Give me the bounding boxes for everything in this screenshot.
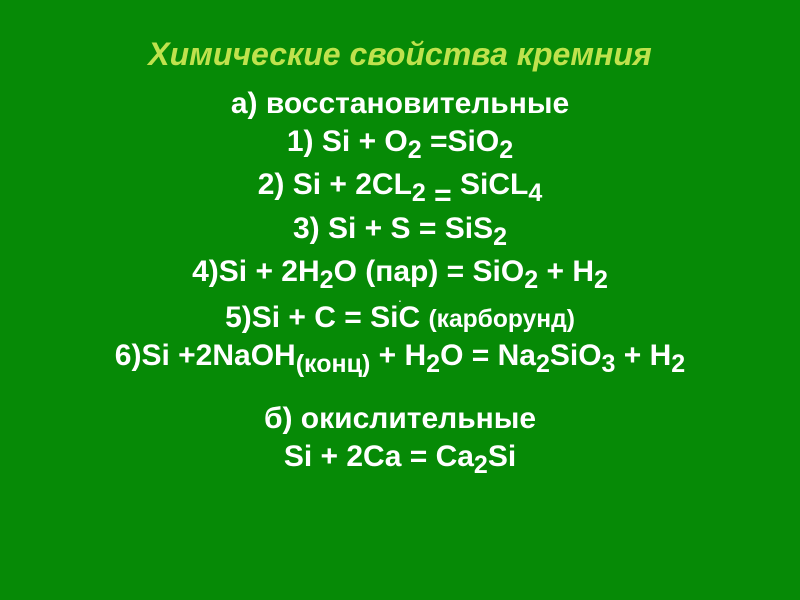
eq-sub: 2 bbox=[320, 266, 334, 294]
eq-equals-low: = bbox=[434, 179, 452, 212]
spacer bbox=[0, 380, 800, 396]
equation-a1: 1) Si + O2 =SiO2 bbox=[0, 123, 800, 166]
eq-text: 5)Si + C = SiC bbox=[225, 301, 428, 334]
eq-sub: 2 bbox=[536, 350, 550, 378]
eq-text: Si + 2Ca = Ca bbox=[284, 440, 474, 473]
eq-text: 2) Si + 2CL bbox=[258, 168, 412, 201]
eq-sub: (конц) bbox=[296, 350, 371, 378]
section-a-heading: а) восстановительные bbox=[0, 87, 800, 121]
eq-sub: 2 bbox=[594, 266, 608, 294]
equation-b1: Si + 2Ca = Ca2Si bbox=[0, 438, 800, 481]
eq-text: + H bbox=[538, 255, 594, 288]
eq-text bbox=[426, 168, 434, 201]
equation-a6: 6)Si +2NaOH(конц) + H2O = Na2SiO3 + H2 bbox=[0, 337, 800, 380]
eq-sub: 3 bbox=[602, 350, 616, 378]
equation-a3: 3) Si + S = SiS2 bbox=[0, 210, 800, 253]
eq-text: Si bbox=[488, 440, 516, 473]
eq-text: O = Na bbox=[440, 339, 536, 372]
eq-note: (карборунд) bbox=[428, 306, 574, 333]
eq-sub: 2 bbox=[671, 350, 685, 378]
slide-title: Химические свойства кремния bbox=[0, 36, 800, 73]
eq-sub: 2 bbox=[493, 223, 507, 251]
eq-sub: 2 bbox=[499, 136, 513, 164]
eq-sub: 2 bbox=[474, 451, 488, 479]
eq-text: 3) Si + S = SiS bbox=[293, 212, 493, 245]
eq-sub: 4 bbox=[528, 179, 542, 207]
eq-sub: 2 bbox=[524, 266, 538, 294]
eq-text: =SiO bbox=[422, 125, 500, 158]
section-b-heading: б) окислительные bbox=[0, 402, 800, 436]
eq-sub: 2 bbox=[426, 350, 440, 378]
eq-text: SiCL bbox=[452, 168, 529, 201]
eq-text: + H bbox=[615, 339, 671, 372]
eq-text: + H bbox=[370, 339, 426, 372]
eq-text: 1) Si + O bbox=[287, 125, 408, 158]
eq-text: 6)Si +2NaOH bbox=[115, 339, 296, 372]
eq-sub: 2 bbox=[408, 136, 422, 164]
equation-a2: 2) Si + 2CL2 = SiCL4 bbox=[0, 166, 800, 209]
eq-sub: 2 bbox=[412, 179, 426, 207]
eq-text: O (пар) = SiO bbox=[334, 255, 525, 288]
equation-a5: 5)Si + C = SiC (карборунд) bbox=[0, 299, 800, 337]
eq-text: SiO bbox=[550, 339, 602, 372]
slide: Химические свойства кремния а) восстанов… bbox=[0, 0, 800, 600]
eq-text: 4)Si + 2H bbox=[192, 255, 320, 288]
